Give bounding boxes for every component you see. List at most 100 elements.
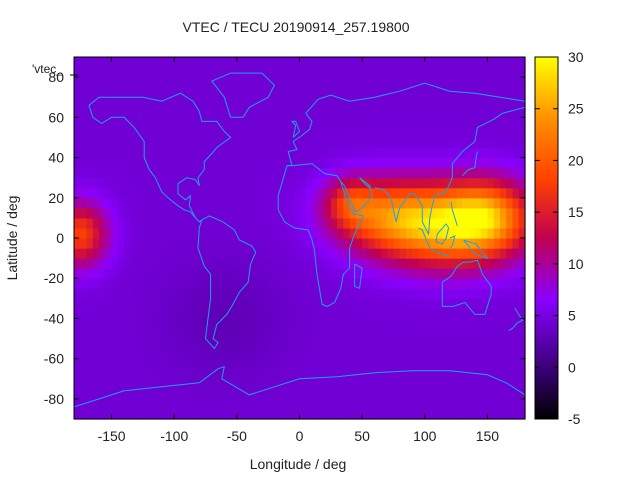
heatmap-cell xyxy=(249,368,257,380)
heatmap-cell xyxy=(362,157,370,169)
heatmap-cell xyxy=(462,77,470,88)
heatmap-cell xyxy=(255,358,263,370)
heatmap-cell xyxy=(117,87,125,98)
heatmap-cell xyxy=(286,388,294,400)
heatmap-cell xyxy=(286,127,294,139)
heatmap-cell xyxy=(218,378,225,390)
coastline xyxy=(88,92,232,223)
heatmap-cell xyxy=(324,238,332,249)
heatmap-cell xyxy=(305,298,313,309)
heatmap-cell xyxy=(199,268,207,279)
heatmap-cell xyxy=(387,348,395,360)
heatmap-cell xyxy=(380,207,388,219)
heatmap-cell xyxy=(205,217,213,229)
heatmap-cell xyxy=(124,227,131,239)
heatmap-cell xyxy=(380,167,388,179)
heatmap-cell xyxy=(418,298,426,309)
heatmap-cell xyxy=(418,147,426,159)
heatmap-cell xyxy=(355,77,363,88)
heatmap-cell xyxy=(99,227,106,239)
heatmap-cell xyxy=(111,197,119,209)
heatmap-cell xyxy=(255,238,263,249)
heatmap-cell xyxy=(312,57,319,68)
heatmap-cell xyxy=(499,368,507,380)
heatmap-cell xyxy=(99,147,106,159)
heatmap-cell xyxy=(205,97,213,108)
heatmap-cell xyxy=(374,338,382,350)
heatmap-cell xyxy=(161,117,169,128)
heatmap-cell xyxy=(92,388,100,400)
heatmap-cell xyxy=(236,358,244,370)
heatmap-cell xyxy=(161,57,169,68)
heatmap-cell xyxy=(286,348,294,360)
heatmap-cell xyxy=(99,338,106,350)
heatmap-cell xyxy=(155,57,163,68)
heatmap-cell xyxy=(274,127,282,139)
heatmap-cell xyxy=(324,338,332,350)
heatmap-cell xyxy=(456,268,463,279)
heatmap-cell xyxy=(487,217,495,229)
heatmap-cell xyxy=(218,107,225,118)
heatmap-cell xyxy=(393,358,401,370)
heatmap-cell xyxy=(493,127,501,139)
heatmap-cell xyxy=(180,157,188,169)
heatmap-cell xyxy=(431,328,438,340)
x-axis-label: Longitude / deg xyxy=(250,456,347,472)
heatmap-cell xyxy=(167,398,175,410)
heatmap-cell xyxy=(405,238,413,249)
heatmap-cell xyxy=(499,147,507,159)
heatmap-cell xyxy=(124,107,131,118)
heatmap-cell xyxy=(136,127,144,139)
heatmap-cell xyxy=(324,87,332,98)
heatmap-cell xyxy=(349,378,357,390)
heatmap-cell xyxy=(74,278,81,289)
heatmap-cell xyxy=(261,137,269,149)
heatmap-cell xyxy=(218,217,225,229)
heatmap-cell xyxy=(481,227,489,239)
heatmap-cell xyxy=(330,57,338,68)
colorbar-tick-label: 15 xyxy=(568,204,584,220)
heatmap-cell xyxy=(512,268,520,279)
heatmap-cell xyxy=(443,197,451,209)
heatmap-cell xyxy=(117,358,125,370)
heatmap-cell xyxy=(456,137,463,149)
heatmap-cell xyxy=(243,217,250,229)
heatmap-cell xyxy=(161,378,169,390)
heatmap-cell xyxy=(124,348,131,360)
heatmap-cell xyxy=(368,147,376,159)
heatmap-cell xyxy=(243,288,250,299)
heatmap-cell xyxy=(481,338,489,350)
heatmap-cell xyxy=(337,197,344,209)
heatmap-cell xyxy=(512,77,520,88)
heatmap-cell xyxy=(368,207,376,219)
heatmap-cell xyxy=(349,127,357,139)
heatmap-cell xyxy=(186,308,194,320)
heatmap-cell xyxy=(149,127,157,139)
heatmap-cell xyxy=(186,107,194,118)
heatmap-cell xyxy=(280,207,288,219)
heatmap-cell xyxy=(274,408,282,420)
heatmap-cell xyxy=(124,298,131,309)
heatmap-cell xyxy=(174,157,182,169)
heatmap-cell xyxy=(362,187,370,199)
heatmap-cell xyxy=(387,238,395,249)
heatmap-cell xyxy=(92,217,100,229)
heatmap-cell xyxy=(230,127,238,139)
heatmap-cell xyxy=(268,127,276,139)
heatmap-cell xyxy=(330,288,338,299)
heatmap-cell xyxy=(437,87,445,98)
heatmap-cell xyxy=(193,137,200,149)
heatmap-cell xyxy=(299,167,307,179)
heatmap-cell xyxy=(174,167,182,179)
heatmap-cell xyxy=(149,308,157,320)
heatmap-cell xyxy=(387,268,395,279)
heatmap-cell xyxy=(117,117,125,128)
heatmap-cell xyxy=(180,207,188,219)
heatmap-cell xyxy=(349,177,357,189)
heatmap-cell xyxy=(193,328,200,340)
coastline xyxy=(290,120,301,138)
heatmap-cell xyxy=(136,278,144,289)
heatmap-cell xyxy=(180,177,188,189)
heatmap-cell xyxy=(174,127,182,139)
